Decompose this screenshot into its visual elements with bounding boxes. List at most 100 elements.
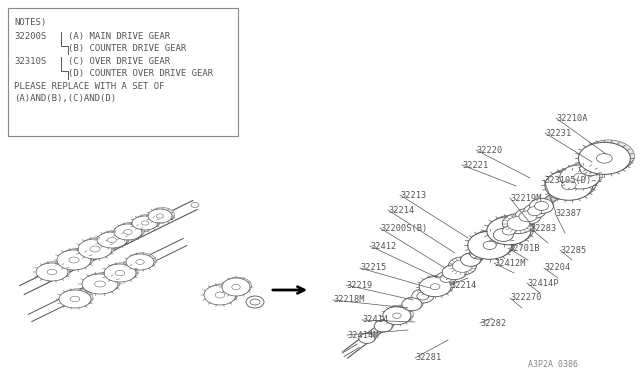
Text: 32283: 32283 [530, 224, 556, 232]
Text: (A)AND(B),(C)AND(D): (A)AND(B),(C)AND(D) [14, 94, 116, 103]
Ellipse shape [444, 264, 468, 279]
Ellipse shape [141, 221, 149, 225]
Ellipse shape [95, 281, 106, 287]
Text: 32215: 32215 [360, 263, 387, 273]
Ellipse shape [519, 211, 537, 222]
Ellipse shape [557, 187, 566, 194]
Ellipse shape [81, 237, 115, 257]
Ellipse shape [582, 140, 634, 172]
Text: A3P2A 0386: A3P2A 0386 [528, 360, 578, 369]
Ellipse shape [376, 319, 394, 331]
Ellipse shape [528, 206, 541, 216]
Ellipse shape [166, 215, 174, 219]
Ellipse shape [540, 201, 549, 208]
Ellipse shape [156, 214, 164, 218]
Ellipse shape [383, 307, 411, 325]
Text: 32412: 32412 [370, 241, 396, 250]
Text: 32412M: 32412M [494, 259, 525, 267]
Ellipse shape [551, 192, 561, 199]
Ellipse shape [128, 253, 156, 269]
Ellipse shape [452, 260, 472, 272]
Ellipse shape [471, 247, 489, 258]
Ellipse shape [36, 263, 68, 281]
Ellipse shape [69, 257, 79, 263]
Text: (B) COUNTER DRIVE GEAR: (B) COUNTER DRIVE GEAR [68, 44, 186, 53]
Ellipse shape [412, 289, 434, 303]
Ellipse shape [470, 248, 488, 259]
Ellipse shape [204, 285, 236, 305]
Ellipse shape [495, 228, 515, 241]
Text: 32281: 32281 [415, 353, 441, 362]
Text: 323105(D): 323105(D) [544, 176, 591, 185]
Ellipse shape [574, 173, 586, 180]
Text: 32310S: 32310S [14, 57, 46, 66]
Text: 32200S(B): 32200S(B) [380, 224, 428, 232]
Ellipse shape [70, 296, 80, 302]
Ellipse shape [555, 189, 564, 196]
Text: 32219: 32219 [346, 280, 372, 289]
Text: 32701B: 32701B [508, 244, 540, 253]
Ellipse shape [47, 269, 57, 275]
Ellipse shape [126, 254, 154, 270]
FancyBboxPatch shape [8, 8, 238, 136]
Text: (A) MAIN DRIVE GEAR: (A) MAIN DRIVE GEAR [68, 32, 170, 41]
Ellipse shape [78, 239, 112, 259]
Text: 32414M: 32414M [347, 330, 378, 340]
Ellipse shape [462, 253, 482, 266]
Ellipse shape [359, 333, 375, 343]
Ellipse shape [562, 181, 576, 190]
Ellipse shape [246, 296, 264, 308]
Ellipse shape [116, 222, 145, 238]
Ellipse shape [461, 253, 481, 266]
Ellipse shape [529, 198, 554, 214]
Ellipse shape [502, 227, 515, 235]
Ellipse shape [60, 248, 93, 269]
Ellipse shape [534, 202, 548, 211]
Ellipse shape [493, 228, 513, 241]
Polygon shape [20, 201, 197, 295]
Ellipse shape [417, 292, 429, 300]
Text: 32214: 32214 [388, 205, 414, 215]
Ellipse shape [206, 284, 238, 304]
Ellipse shape [38, 262, 70, 279]
Ellipse shape [104, 264, 136, 282]
Ellipse shape [97, 232, 127, 248]
Ellipse shape [502, 214, 534, 234]
Text: 32214: 32214 [450, 280, 476, 289]
Ellipse shape [419, 277, 451, 297]
Ellipse shape [59, 290, 91, 308]
Ellipse shape [581, 161, 604, 175]
Ellipse shape [430, 284, 440, 290]
Polygon shape [28, 238, 187, 321]
Ellipse shape [136, 260, 144, 264]
Ellipse shape [360, 333, 376, 343]
Ellipse shape [543, 198, 553, 205]
Ellipse shape [82, 274, 118, 294]
Ellipse shape [232, 284, 240, 290]
Text: 32210A: 32210A [556, 113, 588, 122]
Text: PLEASE REPLACE WITH A SET OF: PLEASE REPLACE WITH A SET OF [14, 82, 164, 91]
Ellipse shape [374, 320, 392, 332]
Ellipse shape [560, 165, 600, 189]
Text: 32414: 32414 [362, 315, 388, 324]
Ellipse shape [596, 154, 612, 163]
Ellipse shape [134, 215, 161, 228]
Text: (D) COUNTER OVER DRIVE GEAR: (D) COUNTER OVER DRIVE GEAR [68, 69, 213, 78]
Text: 32220: 32220 [476, 145, 502, 154]
Text: (C) OVER DRIVE GEAR: (C) OVER DRIVE GEAR [68, 57, 170, 66]
Ellipse shape [442, 265, 466, 280]
Text: 32219M: 32219M [510, 193, 541, 202]
Ellipse shape [114, 224, 142, 240]
Text: 32213: 32213 [400, 190, 426, 199]
Ellipse shape [250, 299, 260, 305]
Text: 32285: 32285 [560, 246, 586, 254]
Text: 32387: 32387 [555, 208, 581, 218]
Ellipse shape [115, 270, 125, 276]
Ellipse shape [124, 230, 132, 234]
Ellipse shape [148, 209, 172, 223]
Ellipse shape [449, 257, 476, 275]
Ellipse shape [545, 196, 555, 203]
Ellipse shape [507, 217, 529, 231]
Ellipse shape [150, 208, 175, 221]
Ellipse shape [385, 305, 413, 323]
